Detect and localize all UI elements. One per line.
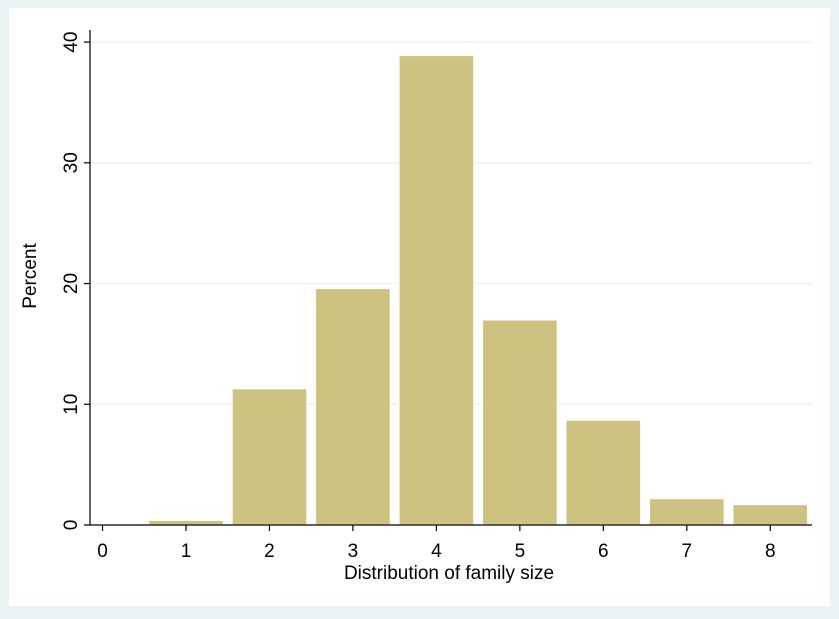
x-tick-label-0: 0 bbox=[97, 541, 108, 562]
x-tick-label-3: 3 bbox=[348, 541, 359, 562]
bar-7 bbox=[648, 497, 726, 526]
x-axis-title: Distribution of family size bbox=[344, 563, 554, 584]
y-axis-ticks: 0 10 20 30 40 bbox=[61, 32, 90, 531]
bar-5 bbox=[481, 319, 559, 526]
y-tick-label-10: 10 bbox=[61, 394, 82, 415]
bars bbox=[147, 54, 809, 526]
y-tick-label-0: 0 bbox=[61, 520, 82, 531]
x-tick-label-2: 2 bbox=[264, 541, 275, 562]
x-tick-label-7: 7 bbox=[682, 541, 693, 562]
x-tick-label-1: 1 bbox=[181, 541, 192, 562]
axes bbox=[89, 30, 812, 526]
x-tick-label-4: 4 bbox=[431, 541, 442, 562]
bar-2 bbox=[231, 387, 308, 526]
bar-4 bbox=[398, 54, 475, 526]
bar-3 bbox=[314, 287, 392, 526]
bar-8 bbox=[731, 503, 809, 526]
x-axis-ticks: 0 1 2 3 4 5 6 7 8 bbox=[97, 525, 776, 562]
y-tick-label-40: 40 bbox=[61, 32, 82, 53]
bar-6 bbox=[565, 419, 642, 526]
bar-1 bbox=[147, 519, 225, 526]
y-tick-label-20: 20 bbox=[61, 273, 82, 294]
x-tick-label-8: 8 bbox=[765, 541, 776, 562]
x-tick-label-5: 5 bbox=[515, 541, 526, 562]
y-axis-title: Percent bbox=[20, 243, 41, 309]
x-tick-label-6: 6 bbox=[598, 541, 609, 562]
y-tick-label-30: 30 bbox=[61, 152, 82, 173]
